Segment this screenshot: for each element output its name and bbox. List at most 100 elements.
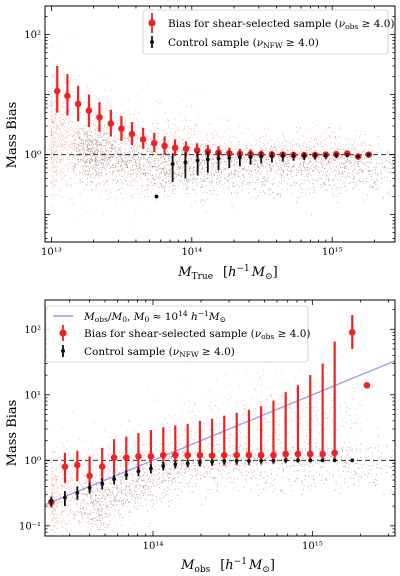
point-shear-3 <box>85 107 93 114</box>
top-x-axis-label: MTrue [h−1 M⊙] <box>177 264 277 282</box>
point-shear-2 <box>74 100 82 108</box>
point-control-9 <box>259 154 264 159</box>
point-shear-10 <box>161 142 168 150</box>
point-control-13 <box>210 459 215 464</box>
x-tick-label-1: 10¹⁴ <box>181 247 202 258</box>
point-control-23 <box>332 458 337 463</box>
x-tick-label-0: 10¹⁴ <box>143 541 164 552</box>
point-shear-11 <box>171 144 179 152</box>
point-shear-13 <box>208 452 216 459</box>
top-y-axis-label: Mass Bias <box>5 102 20 169</box>
top-legend-label-shear: Bias for shear-selected sample (νobs ≥ 4… <box>168 18 395 31</box>
y-tick-label-0: 10⁰ <box>24 150 41 161</box>
bottom-x-axis-label: Mobs [h−1 M⊙] <box>180 557 275 575</box>
point-control-17 <box>345 152 350 157</box>
bottom-legend-marker-control <box>61 345 65 357</box>
point-shear-9 <box>150 139 158 147</box>
point-control-8 <box>149 466 153 471</box>
point-shear-7 <box>128 130 136 138</box>
point-control-7 <box>136 469 141 474</box>
point-control-4 <box>205 157 210 162</box>
point-control-11 <box>185 461 190 466</box>
point-control-10 <box>173 462 178 467</box>
point-control-5 <box>112 477 117 481</box>
point-control-1 <box>63 495 67 500</box>
point-control-22 <box>320 458 325 463</box>
point-shear-20 <box>294 450 302 458</box>
bottom-y-axis-label: Mass Bias <box>5 400 20 467</box>
point-shear-25 <box>363 381 371 389</box>
point-shear-5 <box>107 120 115 127</box>
point-shear-13 <box>193 147 201 154</box>
bottom-legend-box <box>45 305 309 363</box>
x-tick-label-2: 10¹⁵ <box>322 247 343 258</box>
point-control-0 <box>49 499 54 503</box>
point-control-2 <box>183 160 188 165</box>
y-tick-label-1: 10⁰ <box>24 456 41 467</box>
point-shear-23 <box>331 449 338 457</box>
point-control-3 <box>87 485 92 490</box>
point-control-5 <box>216 156 221 161</box>
point-control-11 <box>280 154 285 158</box>
point-shear-16 <box>245 451 253 459</box>
bottom-model-line <box>44 360 396 506</box>
point-shear-17 <box>257 451 265 459</box>
bottom-axes-frame <box>44 299 396 537</box>
y-tick-label-3: 10² <box>24 325 41 336</box>
point-control-18 <box>356 154 361 159</box>
y-tick-label-2: 10¹ <box>24 390 41 401</box>
bottom-series <box>47 315 371 508</box>
point-shear-15 <box>233 451 240 459</box>
top-legend-marker-shear <box>148 13 156 33</box>
point-control-15 <box>323 153 328 158</box>
point-shear-12 <box>182 145 190 153</box>
y-tick-label-0: 10⁻¹ <box>19 521 41 532</box>
point-control-6 <box>124 472 129 477</box>
bottom-legend-label-shear: Bias for shear-selected sample (νobs ≥ 4… <box>84 328 311 341</box>
top-panel: 10¹³ 10¹⁴ 10¹⁵ 10⁰ 10² MTrue [h−1 M⊙] Mass Bia… <box>5 5 396 282</box>
point-shear-22 <box>319 450 326 458</box>
point-control-6 <box>227 156 232 160</box>
x-tick-label-0: 10¹³ <box>41 247 62 258</box>
top-legend-label-control: Control sample (νNFW ≥ 4.0) <box>168 37 319 50</box>
point-control-2 <box>75 490 80 495</box>
bottom-panel: 10¹⁴ 10¹⁵ 10⁻¹ 10⁰ 10¹ 10² Mobs [h−1 M⊙] Mass B… <box>5 299 396 575</box>
point-control-8 <box>248 155 253 159</box>
point-control-19 <box>283 458 288 463</box>
point-control-3 <box>195 158 200 163</box>
point-control-14 <box>222 459 227 464</box>
top-series <box>53 66 373 199</box>
point-control-12 <box>198 460 202 465</box>
point-shear-12 <box>196 451 204 459</box>
point-shear-2 <box>74 461 81 469</box>
bottom-legend-label-model: Mobs/M0, M0 ≈ 1014 h−1M⊙ <box>83 309 226 324</box>
point-control-7 <box>237 155 242 160</box>
point-shear-7 <box>135 453 142 460</box>
point-shear-3 <box>86 472 93 480</box>
point-shear-5 <box>110 454 118 461</box>
point-shear-6 <box>118 125 125 133</box>
point-control-10 <box>270 154 274 159</box>
bottom-ticks: 10¹⁴ 10¹⁵ 10⁻¹ 10⁰ 10¹ 10² <box>19 300 395 552</box>
top-legend-box <box>142 9 389 55</box>
point-shear-8 <box>139 136 147 143</box>
point-control-12 <box>291 154 296 158</box>
point-shear-11 <box>184 451 191 459</box>
point-shear-6 <box>123 454 130 461</box>
point-shear-1 <box>64 92 71 100</box>
point-control-9 <box>161 464 166 468</box>
point-shear-10 <box>172 451 179 459</box>
point-shear-4 <box>98 463 106 470</box>
point-shear-18 <box>270 451 277 459</box>
y-tick-label-1: 10² <box>24 30 41 41</box>
point-control-1 <box>170 162 175 166</box>
point-shear-9 <box>159 451 167 459</box>
point-control-16 <box>334 153 339 158</box>
point-control-4 <box>100 481 105 486</box>
point-shear-14 <box>220 451 228 459</box>
point-shear-4 <box>96 113 103 121</box>
point-shear-1 <box>61 463 69 470</box>
point-control-19 <box>366 152 371 157</box>
top-legend-marker-control <box>150 36 154 48</box>
